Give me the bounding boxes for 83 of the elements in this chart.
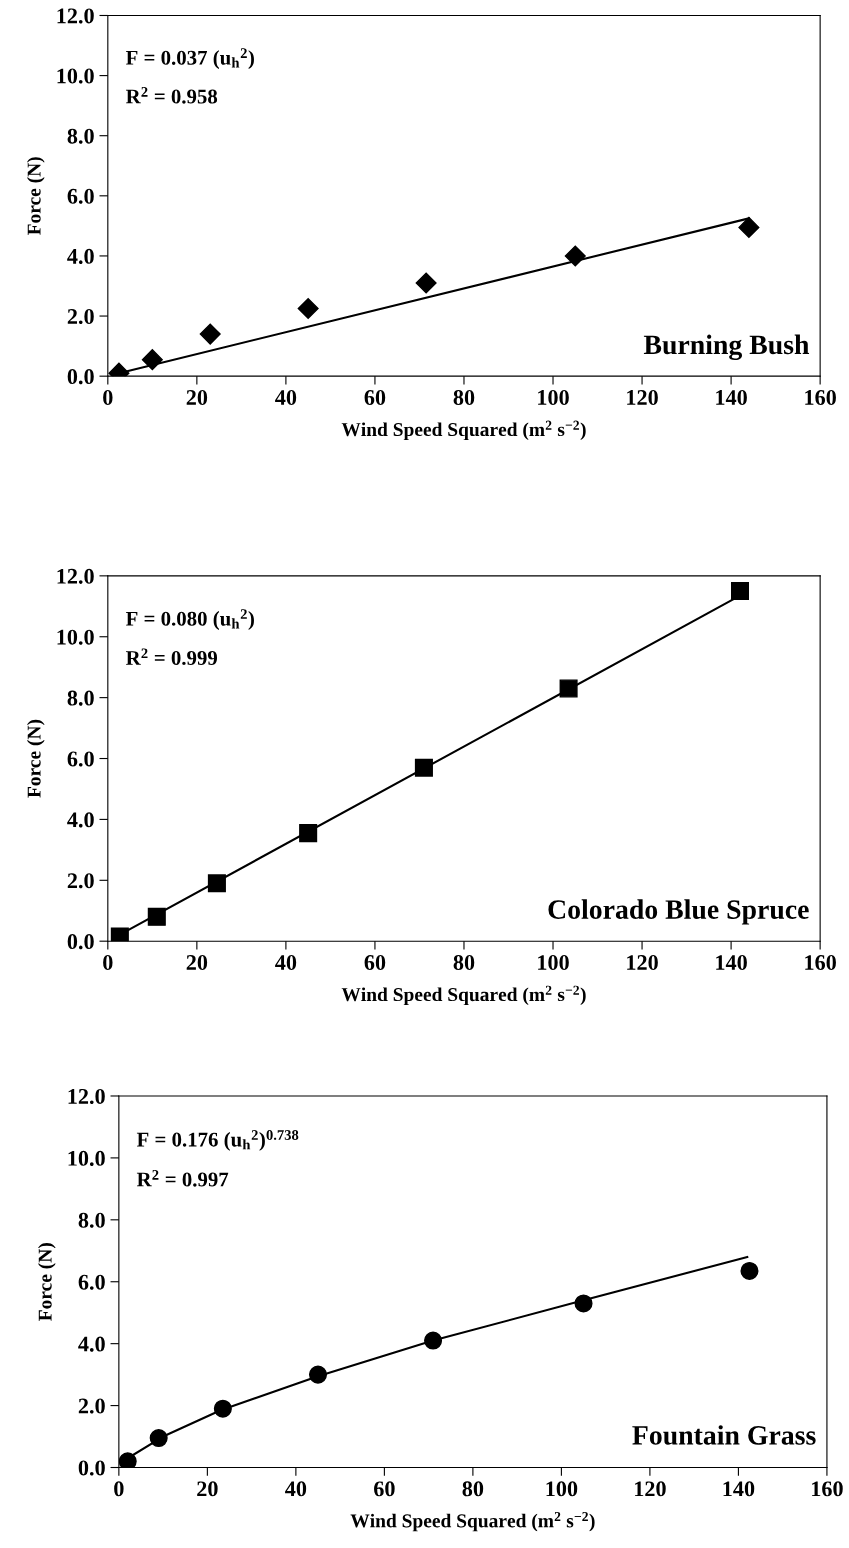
- y-tick-label: 8.0: [67, 128, 94, 144]
- y-tick-label: 10.0: [68, 1150, 105, 1166]
- y-tick-label: 12.0: [57, 568, 94, 584]
- annotation: F = 0.037 (u$_{h}$$^{2}$): [125, 48, 254, 70]
- point: [147, 907, 166, 926]
- y-tick-label: 4.0: [67, 248, 94, 264]
- point: [207, 874, 226, 893]
- annotation: R$^{2}$ = 0.997: [136, 1169, 229, 1187]
- x-tick-label: 140: [716, 955, 747, 971]
- x-tick-label: 60: [374, 1481, 395, 1497]
- x-tick-label: 120: [627, 955, 658, 971]
- y-tick-label: 4.0: [78, 1336, 105, 1352]
- y-tick-label: 0.0: [67, 369, 94, 385]
- point: [149, 1429, 168, 1448]
- x-tick-label: 140: [723, 1481, 755, 1497]
- y-tick-label: 8.0: [67, 690, 94, 706]
- x-tick-label: 0: [114, 1481, 124, 1497]
- point: [297, 298, 319, 320]
- y-tick-label: 0.0: [78, 1460, 105, 1476]
- x-tick-label: 100: [538, 390, 569, 405]
- annotation: F = 0.080 (u$_{h}$$^{2}$): [125, 609, 254, 630]
- y-axis-title: Force (N): [38, 1243, 56, 1321]
- point: [730, 582, 750, 601]
- x-tick-label: 80: [453, 390, 475, 405]
- x-tick-label: 20: [197, 1481, 218, 1497]
- x-tick-label: 100: [538, 955, 569, 971]
- x-tick-label: 40: [275, 390, 297, 405]
- point: [118, 1452, 137, 1468]
- y-axis-title: Force (N): [26, 719, 45, 798]
- point: [414, 758, 433, 777]
- x-tick-label: 20: [186, 955, 208, 971]
- y-tick-label: 12.0: [57, 8, 94, 24]
- x-axis-title: Wind Speed Squared (m$^{2}$ s$^{−2}$): [341, 420, 586, 441]
- point: [738, 216, 760, 238]
- x-tick-label: 100: [546, 1481, 578, 1497]
- y-tick-label: 12.0: [68, 1088, 105, 1105]
- x-tick-label: 20: [186, 390, 208, 405]
- annotation: Fountain Grass: [632, 1425, 816, 1445]
- y-tick-label: 2.0: [78, 1398, 105, 1414]
- y-tick-label: 4.0: [67, 812, 94, 828]
- y-tick-label: 10.0: [57, 629, 94, 645]
- x-tick-label: 60: [364, 955, 386, 971]
- point: [308, 1365, 328, 1384]
- x-tick-label: 0: [103, 390, 113, 405]
- point: [141, 349, 163, 371]
- annotation: R$^{2}$ = 0.958: [125, 86, 218, 104]
- y-tick-label: 10.0: [57, 68, 94, 84]
- point: [110, 927, 129, 942]
- y-tick-label: 2.0: [67, 873, 94, 889]
- annotation: F = 0.176 (u$_{h}$$^{2}$)$^{0.738}$: [136, 1130, 299, 1151]
- point: [213, 1399, 232, 1418]
- x-tick-label: 120: [635, 1481, 666, 1497]
- x-tick-label: 40: [285, 1481, 307, 1497]
- x-tick-label: 0: [103, 955, 113, 971]
- x-tick-label: 120: [627, 390, 658, 405]
- annotation: Burning Bush: [643, 334, 810, 361]
- x-axis-title: Wind Speed Squared (m$^{2}$ s$^{−2}$): [350, 1511, 595, 1532]
- point: [424, 1331, 443, 1350]
- x-tick-label: 60: [364, 390, 386, 405]
- x-tick-label: 80: [462, 1481, 484, 1497]
- point: [199, 323, 221, 345]
- annotation: Colorado Blue Spruce: [548, 899, 809, 925]
- point: [564, 245, 586, 267]
- annotation: R$^{2}$ = 0.999: [125, 648, 218, 666]
- point: [574, 1294, 593, 1313]
- x-tick-label: 140: [716, 390, 747, 405]
- y-axis-title: Force (N): [26, 157, 45, 235]
- y-tick-label: 6.0: [67, 188, 94, 204]
- y-tick-label: 8.0: [78, 1212, 105, 1228]
- point: [415, 272, 437, 294]
- y-tick-label: 2.0: [67, 308, 94, 325]
- y-tick-label: 6.0: [67, 751, 94, 767]
- x-tick-label: 160: [805, 390, 836, 405]
- x-tick-label: 80: [453, 955, 475, 971]
- x-tick-label: 160: [812, 1481, 843, 1497]
- y-tick-label: 0.0: [67, 934, 94, 950]
- y-tick-label: 6.0: [78, 1274, 105, 1290]
- point: [559, 679, 578, 698]
- x-tick-label: 40: [275, 955, 297, 971]
- x-tick-label: 160: [805, 955, 836, 971]
- x-axis-title: Wind Speed Squared (m$^{2}$ s$^{−2}$): [341, 985, 586, 1006]
- point: [299, 824, 318, 843]
- point: [740, 1261, 759, 1280]
